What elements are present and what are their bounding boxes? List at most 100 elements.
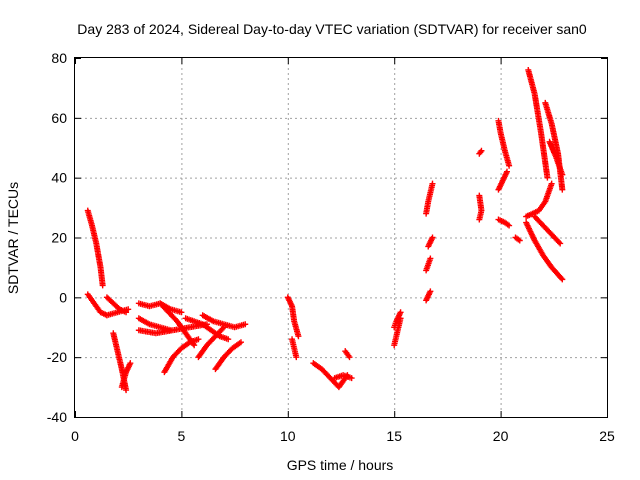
y-tick-label: 80 [51,50,67,66]
series-arc-13 [199,312,249,331]
data-point [541,200,548,207]
plot-frame [74,57,608,418]
data-point [505,161,512,168]
data-point [288,301,295,308]
data-point [236,340,243,347]
data-point [223,335,230,342]
data-point [559,185,566,192]
data-point [144,320,151,327]
data-point [501,146,508,153]
data-point [219,325,226,332]
data-point [503,170,510,177]
data-point [197,320,204,327]
series-arc-14 [212,339,244,373]
y-tick-label: 60 [51,110,67,126]
data-point [189,317,196,324]
data-point [544,173,551,180]
data-point [290,343,297,350]
data-point [290,316,297,323]
data-point [193,336,200,343]
series-arc-19 [331,372,355,382]
data-point [163,306,170,313]
x-tick-label: 5 [178,428,186,444]
data-point [122,370,129,377]
data-point [208,317,215,324]
data-point [392,335,399,342]
data-points [84,66,566,394]
data-point [175,347,182,354]
data-point [428,235,435,242]
y-tick-label: 20 [51,230,67,246]
series-arc-22 [391,309,404,331]
series-arc-11 [161,336,202,376]
data-point [123,306,130,313]
data-point [500,218,507,225]
data-point [107,297,114,304]
series-arc-27 [476,147,485,157]
series-arc-28 [476,192,485,223]
data-point [477,149,484,156]
series-arc-6 [103,306,132,319]
data-point [424,200,431,207]
series-arc-26 [423,288,434,304]
series-arc-23 [423,180,436,217]
y-tick-label: 0 [59,289,67,305]
y-tick-label: 40 [51,170,67,186]
data-point [126,361,133,368]
data-point [548,119,555,126]
x-tick-label: 25 [599,428,615,444]
data-point [185,340,192,347]
data-point [558,275,565,282]
series-arc-17 [289,336,300,361]
x-tick-label: 20 [493,428,509,444]
series-arc-1 [84,207,106,289]
data-point [122,385,129,392]
data-point [546,228,553,235]
series-arc-2 [84,291,110,319]
grid [75,58,607,417]
data-point [515,236,522,243]
series-arc-36 [531,213,564,247]
series-arc-30 [495,168,510,193]
data-point [114,303,121,310]
data-point [114,346,121,353]
data-point [99,280,106,287]
ticks: 0 5 10 15 20 25 -40 -20 0 20 40 60 80 [47,50,615,444]
data-point [555,239,562,246]
series-arc-32 [512,234,523,244]
data-point [429,182,436,189]
series-arc-35 [523,219,566,283]
x-tick-label: 15 [386,428,402,444]
series-arc-25 [423,255,434,274]
series-arc-16 [284,294,302,340]
data-point [240,321,247,328]
data-point [426,191,433,198]
series-arc-10 [157,300,198,349]
y-axis-label: SDTVAR / TECUs [5,182,21,294]
series-arc-38 [546,138,566,178]
x-tick-label: 10 [280,428,296,444]
series-arc-31 [495,216,513,229]
data-point [395,326,402,333]
data-point [292,352,299,359]
data-point [426,289,433,296]
series-arc-20 [342,348,353,361]
data-point [504,221,511,228]
data-point [346,374,353,381]
data-point [112,309,119,316]
series-arc-12 [182,315,232,343]
data-point [171,315,178,322]
data-point [118,364,125,371]
data-point [527,211,534,218]
data-point [537,219,544,226]
data-point [548,182,555,189]
chart-title: Day 283 of 2024, Sidereal Day-to-day VTE… [77,21,587,37]
y-tick-label: -20 [47,349,67,365]
data-point [176,308,183,315]
data-point [227,347,234,354]
data-point [557,273,564,280]
data-point [552,152,559,159]
data-point [476,214,483,221]
series-arc-15 [195,324,227,361]
